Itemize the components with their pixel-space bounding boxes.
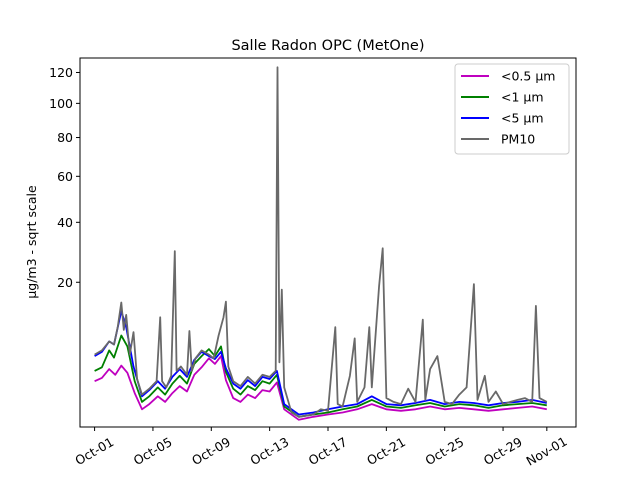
legend-label: PM10 xyxy=(501,132,535,147)
y-tick-label: 100 xyxy=(49,96,73,111)
y-tick-label: 80 xyxy=(57,130,73,145)
legend-label: <1 µm xyxy=(501,90,544,105)
series-line-2 xyxy=(94,310,547,416)
series-line-0 xyxy=(94,355,547,421)
plot-area xyxy=(94,66,548,421)
chart-title: Salle Radon OPC (MetOne) xyxy=(231,38,424,54)
y-tick-label: 120 xyxy=(49,65,73,80)
legend: <0.5 µm <1 µm <5 µm PM10 xyxy=(454,63,570,155)
legend-box xyxy=(454,63,570,155)
series-line-3 xyxy=(94,66,548,418)
y-tick-label: 20 xyxy=(57,275,73,290)
y-tick-label: 40 xyxy=(57,215,73,230)
y-axis-label: µg/m3 - sqrt scale xyxy=(24,185,39,299)
legend-label: <5 µm xyxy=(501,111,544,126)
y-tick-label: 60 xyxy=(57,169,73,184)
y-axis: 20 40 60 80 100 120 xyxy=(49,65,80,290)
legend-label: <0.5 µm xyxy=(501,69,555,84)
series-line-1 xyxy=(94,334,547,418)
